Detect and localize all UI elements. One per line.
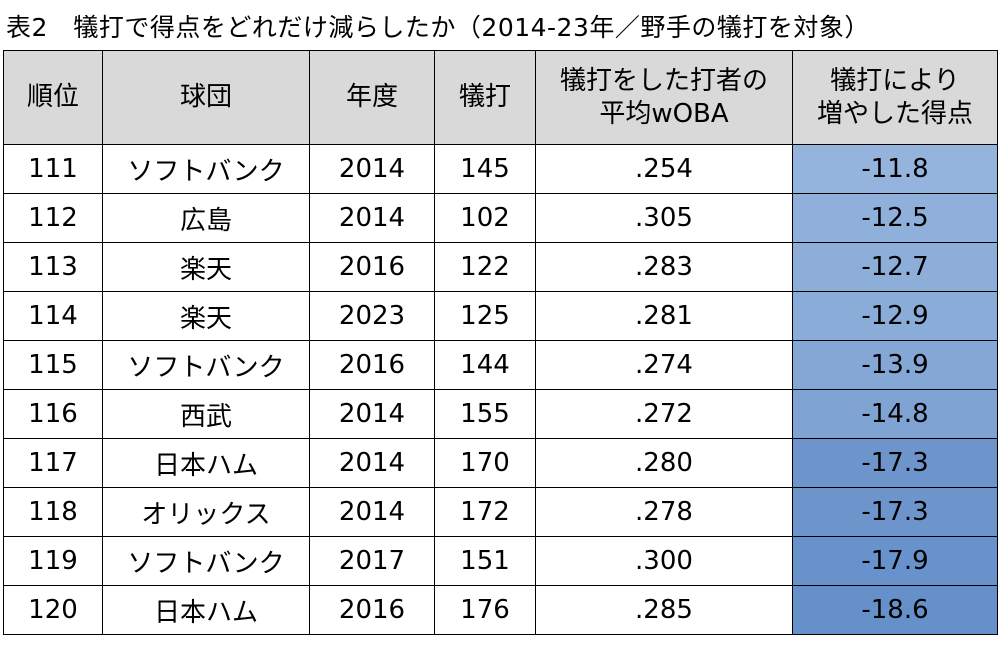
cell-runs: -17.3 — [792, 438, 998, 488]
header-team: 球団 — [102, 50, 310, 145]
cell-year: 2014 — [309, 144, 435, 194]
cell-runs: -17.9 — [792, 536, 998, 586]
table-row: 111 ソフトバンク 2014 145.254 -11.8 — [3, 144, 998, 194]
header-woba: 犠打をした打者の 平均wOBA — [535, 50, 793, 145]
cell-rank: 112 — [3, 193, 103, 243]
cell-runs: -17.3 — [792, 487, 998, 537]
cell-runs: -11.8 — [792, 144, 998, 194]
cell-sacrifice: 151 — [434, 536, 536, 586]
cell-runs: -12.5 — [792, 193, 998, 243]
cell-runs: -12.9 — [792, 291, 998, 341]
sacrifice-runs-table: 順位 球団 年度 犠打 犠打をした打者の 平均wOBA 犠打により 増やした得点 1… — [3, 50, 998, 635]
cell-team: 楽天 — [102, 242, 310, 292]
table-row: 120 日本ハム 2016 176.285 -18.6 — [3, 585, 998, 635]
header-row: 順位 球団 年度 犠打 犠打をした打者の 平均wOBA 犠打により 増やした得点 — [3, 50, 998, 145]
cell-team: ソフトバンク — [102, 536, 310, 586]
cell-year: 2016 — [309, 340, 435, 390]
table-row: 115 ソフトバンク 2016 144.274 -13.9 — [3, 340, 998, 390]
cell-year: 2014 — [309, 389, 435, 439]
header-sacrifice: 犠打 — [434, 50, 536, 145]
cell-team: 楽天 — [102, 291, 310, 341]
cell-runs: -13.9 — [792, 340, 998, 390]
cell-rank: 120 — [3, 585, 103, 635]
cell-rank: 119 — [3, 536, 103, 586]
cell-team: オリックス — [102, 487, 310, 537]
cell-year: 2023 — [309, 291, 435, 341]
cell-team: 西武 — [102, 389, 310, 439]
cell-sacrifice: 102 — [434, 193, 536, 243]
cell-year: 2016 — [309, 242, 435, 292]
cell-runs: -18.6 — [792, 585, 998, 635]
cell-rank: 114 — [3, 291, 103, 341]
cell-woba: .280 — [535, 438, 793, 488]
cell-sacrifice: 122 — [434, 242, 536, 292]
cell-sacrifice: 145 — [434, 144, 536, 194]
cell-rank: 113 — [3, 242, 103, 292]
header-rank: 順位 — [3, 50, 103, 145]
cell-sacrifice: 170 — [434, 438, 536, 488]
cell-rank: 115 — [3, 340, 103, 390]
cell-rank: 111 — [3, 144, 103, 194]
table-row: 113 楽天 2016 122.283 -12.7 — [3, 242, 998, 292]
cell-team: 日本ハム — [102, 585, 310, 635]
cell-woba: .283 — [535, 242, 793, 292]
cell-rank: 117 — [3, 438, 103, 488]
table-row: 112 広島 2014 102.305 -12.5 — [3, 193, 998, 243]
header-runs-line1: 犠打により — [830, 65, 960, 96]
cell-team: ソフトバンク — [102, 340, 310, 390]
cell-woba: .305 — [535, 193, 793, 243]
cell-year: 2016 — [309, 585, 435, 635]
cell-woba: .281 — [535, 291, 793, 341]
cell-runs: -14.8 — [792, 389, 998, 439]
header-runs-line2: 増やした得点 — [816, 98, 973, 129]
cell-year: 2014 — [309, 438, 435, 488]
cell-team: ソフトバンク — [102, 144, 310, 194]
cell-sacrifice: 144 — [434, 340, 536, 390]
table-row: 117 日本ハム 2014 170.280 -17.3 — [3, 438, 998, 488]
cell-runs: -12.7 — [792, 242, 998, 292]
cell-woba: .254 — [535, 144, 793, 194]
table-title: 表2 犠打で得点をどれだけ減らしたか（2014-23年／野手の犠打を対象） — [6, 13, 870, 42]
cell-woba: .300 — [535, 536, 793, 586]
cell-woba: .272 — [535, 389, 793, 439]
cell-sacrifice: 176 — [434, 585, 536, 635]
header-woba-line1: 犠打をした打者の — [559, 65, 768, 96]
cell-rank: 116 — [3, 389, 103, 439]
cell-year: 2017 — [309, 536, 435, 586]
cell-team: 日本ハム — [102, 438, 310, 488]
cell-woba: .285 — [535, 585, 793, 635]
cell-team: 広島 — [102, 193, 310, 243]
cell-rank: 118 — [3, 487, 103, 537]
table-row: 118 オリックス 2014 172.278 -17.3 — [3, 487, 998, 537]
cell-sacrifice: 125 — [434, 291, 536, 341]
cell-sacrifice: 172 — [434, 487, 536, 537]
cell-woba: .278 — [535, 487, 793, 537]
cell-woba: .274 — [535, 340, 793, 390]
table-row: 114 楽天 2023 125.281 -12.9 — [3, 291, 998, 341]
cell-year: 2014 — [309, 193, 435, 243]
header-year: 年度 — [309, 50, 435, 145]
table-row: 116 西武 2014 155.272 -14.8 — [3, 389, 998, 439]
header-woba-line2: 平均wOBA — [599, 98, 729, 129]
cell-sacrifice: 155 — [434, 389, 536, 439]
cell-year: 2014 — [309, 487, 435, 537]
header-runs: 犠打により 増やした得点 — [792, 50, 998, 145]
table-row: 119 ソフトバンク 2017 151.300 -17.9 — [3, 536, 998, 586]
